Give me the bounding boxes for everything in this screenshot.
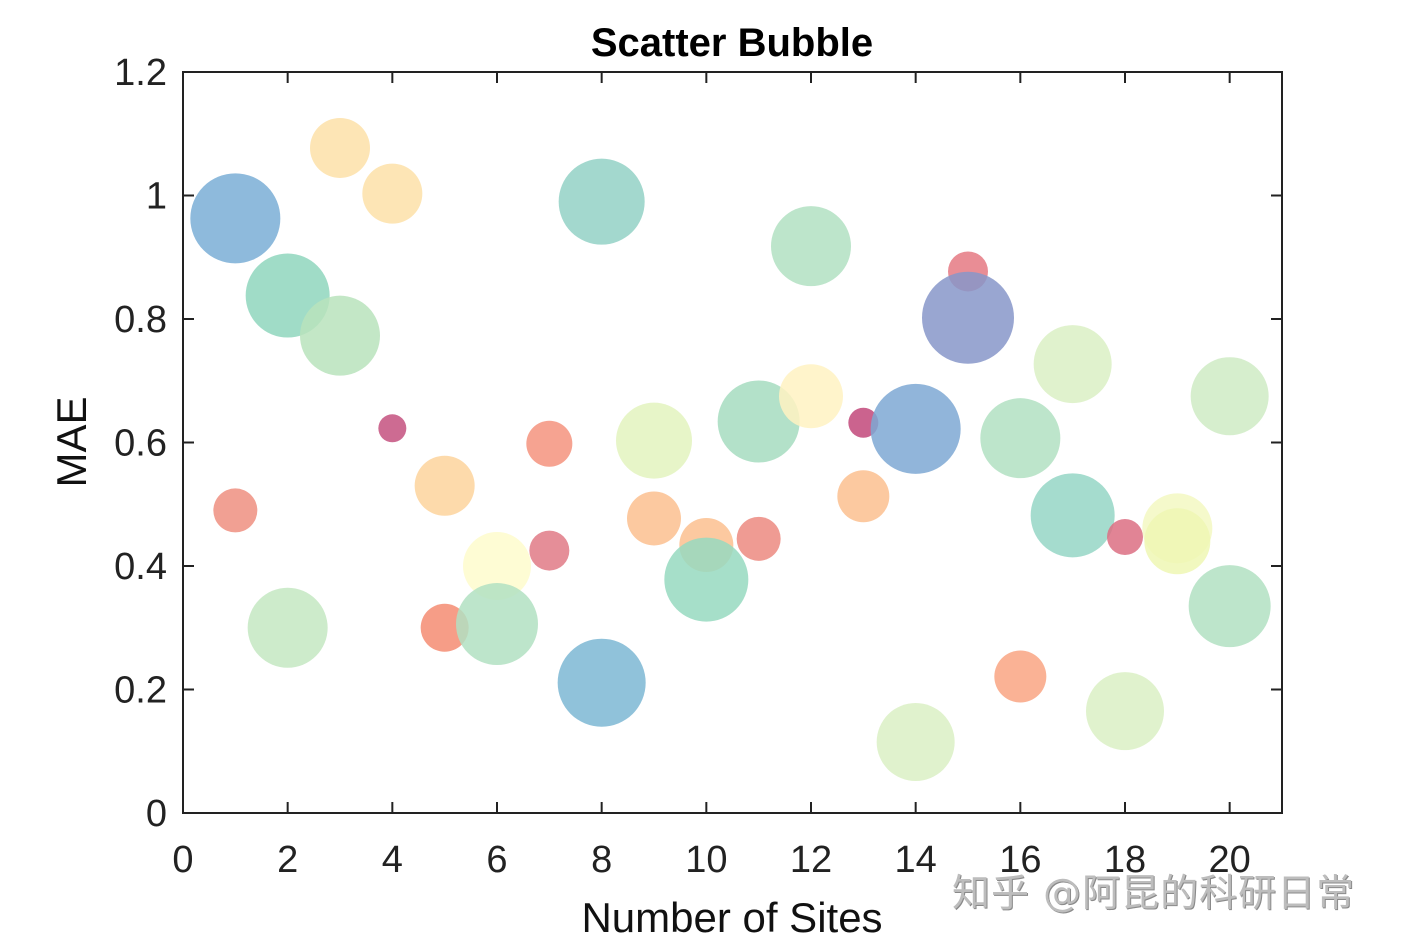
bubble-point [1190,357,1269,436]
bubble-point [310,117,370,178]
bubble-point [529,530,570,571]
bubble-point [526,420,573,467]
bubble-point [717,380,800,463]
y-tick-label: 0.4 [114,546,167,588]
bubble-point [627,491,681,546]
bubble-point [922,271,1014,364]
bubble-point [994,650,1047,703]
x-tick-label: 20 [1209,839,1251,881]
bubble-point [1033,325,1112,404]
x-axis: 0 2 4 6 8 10 12 14 16 18 20 [172,72,1251,881]
bubble-point [736,516,781,561]
bubble-point [558,158,645,245]
y-axis: 0 0.2 0.4 0.6 0.8 1 1.2 [114,52,1282,835]
bubble-point [414,455,475,516]
bubble-point [1107,518,1143,555]
bubble-point [1030,473,1115,558]
y-tick-label: 0.6 [114,423,167,465]
bubble-point [1144,508,1211,575]
bubble-point [420,603,469,652]
bubble-point [779,364,843,429]
bubble-point [1188,565,1271,648]
chart-title: Scatter Bubble [591,21,873,65]
bubble-point [456,583,538,666]
x-tick-label: 6 [486,839,507,881]
bubble-point [664,537,749,622]
y-tick-label: 1.2 [114,52,167,94]
bubble-point [213,488,258,533]
y-tick-label: 0 [146,793,167,835]
x-tick-label: 8 [591,839,612,881]
bubble-point [247,587,328,668]
bubble-point [300,295,380,376]
y-axis-label: MAE [48,396,95,487]
x-tick-label: 14 [895,839,937,881]
bubble-point [837,470,890,523]
bubble-point [1086,672,1164,751]
x-tick-label: 12 [790,839,832,881]
bubble-layer [190,117,1271,781]
x-tick-label: 2 [277,839,298,881]
x-tick-label: 4 [382,839,403,881]
y-tick-label: 1 [146,176,167,218]
bubble-point [980,398,1061,479]
y-tick-label: 0.8 [114,299,167,341]
x-tick-label: 18 [1104,839,1146,881]
bubble-point [378,414,407,443]
bubble-point [771,206,851,287]
y-tick-label: 0.2 [114,670,167,712]
bubble-point [190,173,281,264]
watermark: 知乎 @阿昆的科研日常 [952,871,1356,915]
bubble-point [557,638,646,727]
x-tick-label: 0 [172,839,193,881]
bubble-point [362,163,423,224]
bubble-point [463,532,531,600]
x-axis-label: Number of Sites [581,894,882,941]
x-tick-label: 16 [999,839,1041,881]
bubble-point [876,702,955,781]
bubble-point [870,383,961,474]
bubble-point [616,402,692,479]
x-tick-label: 10 [685,839,727,881]
